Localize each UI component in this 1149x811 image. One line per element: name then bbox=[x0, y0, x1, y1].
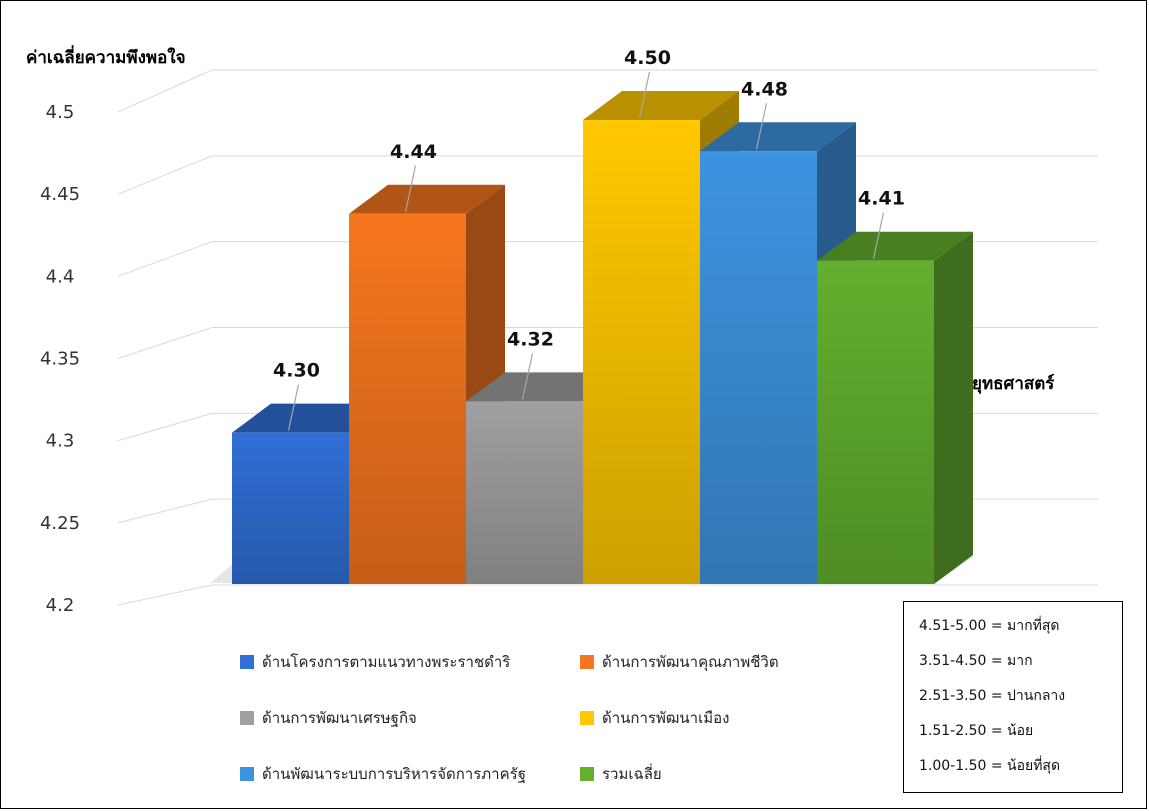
data-label-leader bbox=[404, 165, 417, 212]
gridline-side bbox=[117, 241, 213, 277]
bar bbox=[817, 260, 934, 584]
legend-swatch bbox=[580, 767, 594, 781]
y-tick-label: 4.35 bbox=[40, 349, 80, 370]
rating-row: 4.51-5.00 = มากที่สุด bbox=[919, 618, 1060, 634]
legend-label: ด้านการพัฒนาเศรษฐกิจ bbox=[262, 709, 417, 727]
y-tick-label: 4.3 bbox=[46, 431, 75, 452]
legend-label: ด้านการพัฒนาเมือง bbox=[602, 709, 730, 727]
data-label-leader bbox=[638, 71, 651, 119]
legend-item: ด้านโครงการตามแนวทางพระราชดำริ bbox=[240, 650, 510, 674]
rating-row: 1.51-2.50 = น้อย bbox=[919, 723, 1034, 739]
rating-row: 3.51-4.50 = มาก bbox=[919, 653, 1033, 669]
legend-label: รวมเฉลี่ย bbox=[602, 765, 662, 783]
legend-label: ด้านการพัฒนาคุณภาพชีวิต bbox=[602, 653, 779, 671]
data-label-leader bbox=[287, 384, 300, 431]
legend-swatch bbox=[240, 655, 254, 669]
legend-item: ด้านการพัฒนาเมือง bbox=[580, 706, 729, 730]
data-label: 4.32 bbox=[507, 328, 554, 350]
legend-swatch bbox=[580, 711, 594, 725]
data-label-leader bbox=[872, 212, 885, 259]
gridline-side bbox=[117, 412, 213, 442]
legend-item: ด้านการพัฒนาคุณภาพชีวิต bbox=[580, 650, 779, 674]
bar-side bbox=[934, 231, 973, 584]
bar bbox=[466, 401, 583, 584]
gridline-side bbox=[117, 69, 213, 113]
rating-scale-box: 4.51-5.00 = มากที่สุด 3.51-4.50 = มาก 2.… bbox=[903, 601, 1123, 793]
legend-item: ด้านการพัฒนาเศรษฐกิจ bbox=[240, 706, 417, 730]
data-label: 4.30 bbox=[273, 360, 320, 382]
y-tick-label: 4.5 bbox=[46, 102, 75, 123]
legend-swatch bbox=[580, 655, 594, 669]
legend-item: ด้านพัฒนาระบบการบริหารจัดการภาครัฐ bbox=[240, 762, 526, 786]
bar-top bbox=[349, 184, 505, 214]
data-label: 4.41 bbox=[858, 188, 905, 210]
bar-top bbox=[817, 231, 973, 261]
data-label: 4.50 bbox=[624, 47, 671, 69]
bar bbox=[232, 432, 349, 584]
rating-row: 2.51-3.50 = ปานกลาง bbox=[919, 688, 1066, 704]
bar bbox=[349, 213, 466, 585]
data-label-leader bbox=[755, 103, 768, 150]
legend-label: ด้านโครงการตามแนวทางพระราชดำริ bbox=[262, 653, 511, 671]
gridline-side bbox=[117, 498, 213, 524]
data-label: 4.48 bbox=[741, 78, 788, 100]
legend-item: รวมเฉลี่ย bbox=[580, 762, 662, 786]
bar-top bbox=[583, 91, 739, 120]
bar-top bbox=[700, 122, 856, 152]
gridline-side bbox=[117, 155, 213, 195]
gridline-side bbox=[117, 327, 213, 359]
gridline-side bbox=[117, 584, 213, 606]
rating-row: 1.00-1.50 = น้อยที่สุด bbox=[919, 758, 1061, 774]
y-axis-label: ค่าเฉลี่ยความพึงพอใจ bbox=[26, 48, 186, 68]
bar bbox=[700, 151, 817, 584]
side-text: ยุทธศาสตร์ bbox=[972, 374, 1055, 394]
legend-swatch bbox=[240, 767, 254, 781]
data-label: 4.44 bbox=[390, 141, 437, 163]
bar bbox=[583, 120, 700, 584]
data-label-leader bbox=[521, 353, 534, 400]
y-tick-label: 4.2 bbox=[46, 595, 75, 616]
y-tick-label: 4.4 bbox=[46, 266, 75, 287]
y-tick-label: 4.25 bbox=[40, 513, 80, 534]
legend-label: ด้านพัฒนาระบบการบริหารจัดการภาครัฐ bbox=[262, 765, 526, 783]
y-tick-label: 4.45 bbox=[40, 184, 80, 205]
legend-swatch bbox=[240, 711, 254, 725]
